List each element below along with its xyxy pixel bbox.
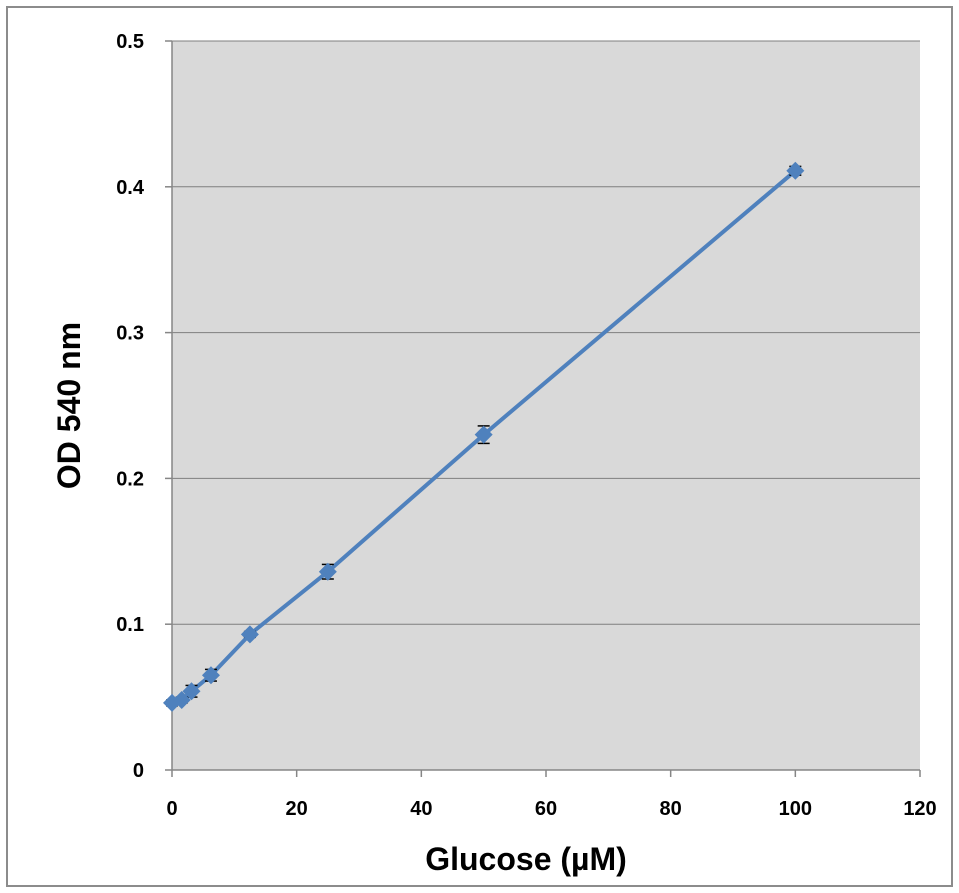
y-tick-label-3: 0.3 — [116, 323, 144, 345]
y-tick-label-2: 0.2 — [116, 468, 144, 490]
tick-labels: 0 0.1 0.2 0.3 0.4 0.5 0 20 40 60 80 100 120 — [116, 31, 937, 820]
x-tick-label-6: 120 — [903, 798, 936, 820]
y-tick-label-4: 0.4 — [116, 177, 145, 199]
x-tick-label-5: 100 — [779, 798, 812, 820]
gridlines — [172, 40, 920, 625]
x-tick-label-0: 0 — [166, 798, 177, 820]
y-tick-label-0: 0 — [133, 760, 144, 782]
x-tick-label-1: 20 — [286, 798, 308, 820]
x-tick-label-2: 40 — [410, 798, 432, 820]
data-point-6 — [474, 425, 493, 444]
y-tick-label-1: 0.1 — [116, 614, 144, 636]
y-axis-title: OD 540 nm — [51, 322, 87, 489]
y-tick-label-5: 0.5 — [116, 31, 144, 53]
data-point-1 — [172, 691, 191, 710]
data-point-4 — [240, 625, 259, 644]
x-tick-label-4: 80 — [660, 798, 682, 820]
series-glucose — [163, 161, 805, 712]
data-point-2 — [182, 682, 201, 701]
plot-area — [172, 41, 920, 770]
x-axis-title: Glucose (µM) — [425, 841, 627, 877]
data-point-3 — [201, 666, 220, 685]
axes — [165, 40, 921, 777]
data-point-7 — [786, 161, 805, 180]
x-tick-label-3: 60 — [535, 798, 557, 820]
data-point-5 — [318, 562, 337, 581]
